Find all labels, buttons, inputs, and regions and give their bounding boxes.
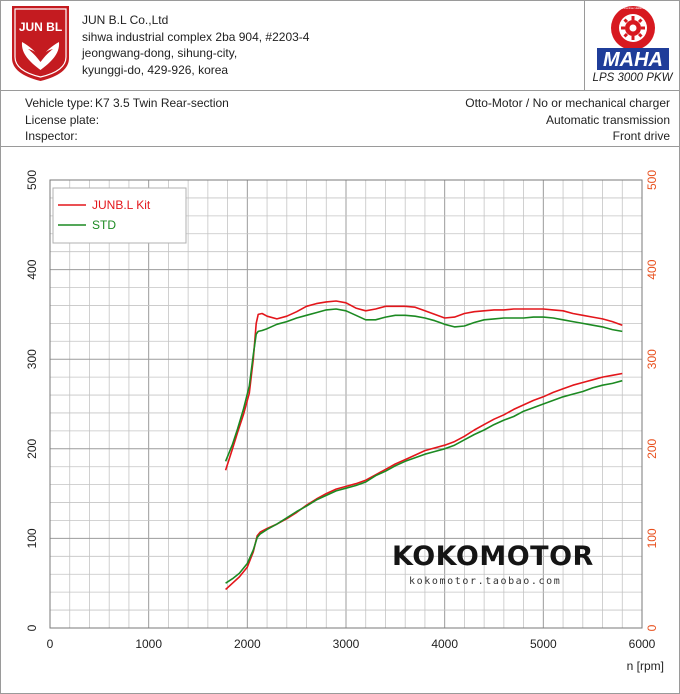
y-tick-label: 500: [25, 170, 39, 190]
company-name: JUN B.L Co.,Ltd: [82, 13, 169, 27]
address-line-3: kyunggi-do, 429-926, korea: [82, 62, 229, 77]
y2-tick-label: 400: [645, 259, 659, 279]
x-tick-label: 1000: [135, 637, 162, 651]
vehicle-type-value: K7 3.5 Twin Rear-section: [95, 96, 229, 110]
maha-ring-text: Maschinenbau Haldenwang: [617, 6, 650, 10]
y-tick-label: 100: [25, 528, 39, 548]
power-torque-chart: 0 1000 2000 3000 4000 5000 6000010020030040050…: [25, 170, 664, 673]
series-line: [224, 308, 623, 462]
y-tick-label: 400: [25, 259, 39, 279]
address-line-1: sihwa industrial complex 2ba 904, #2203-…: [82, 29, 310, 44]
y2-tick-label: 100: [645, 528, 659, 548]
vehicle-type-label: Vehicle type:: [25, 96, 94, 110]
maha-panel: Maschinenbau Haldenwang MAHA LPS 3000 PK…: [584, 0, 680, 90]
legend-label: JUNB.L Kit: [92, 198, 151, 212]
x-axis-label: n [rpm]: [627, 659, 664, 673]
plot-border: [49, 179, 643, 629]
company-info: JUN B.L Co.,Ltd sihwa industrial complex…: [82, 12, 309, 78]
x-tick-label: 4000: [431, 637, 458, 651]
y-tick-label: 300: [25, 349, 39, 369]
x-tick-label: 6000: [629, 637, 656, 651]
maha-logo: Maschinenbau Haldenwang MAHA: [597, 6, 669, 71]
license-plate-label: License plate:: [25, 112, 100, 127]
vehicle-fields: Vehicle type: K7 3.5 Twin Rear-section Li…: [25, 95, 229, 145]
y2-tick-label: 500: [645, 170, 659, 190]
logo-text: JUN BL: [19, 20, 62, 34]
y-tick-label: 0: [25, 624, 39, 631]
y2-tick-label: 300: [645, 349, 659, 369]
transmission-spec: Automatic transmission: [545, 112, 670, 127]
maha-text: MAHA: [603, 49, 663, 71]
x-tick-label: 0: [47, 637, 54, 651]
report-header: JUN BL JUN B.L Co.,Ltd sihwa industrial …: [0, 0, 680, 91]
engine-spec: Otto-Motor / No or mechanical charger: [465, 96, 670, 110]
y2-tick-label: 0: [645, 624, 659, 631]
legend-label: STD: [92, 218, 116, 232]
x-tick-label: 2000: [234, 637, 261, 651]
x-tick-label: 3000: [333, 637, 360, 651]
series-line: [225, 379, 623, 584]
watermark-title: KOKOMOTOR: [392, 541, 594, 572]
vehicle-specs: Otto-Motor / No or mechanical charger Au…: [465, 95, 670, 145]
x-tick-label: 5000: [530, 637, 557, 651]
inspector-label: Inspector:: [25, 129, 78, 143]
y2-tick-label: 200: [645, 438, 659, 458]
y-tick-label: 200: [25, 438, 39, 458]
series-line: [224, 300, 623, 471]
watermark-subtitle: kokomotor.taobao.com: [409, 576, 562, 587]
dyno-model: LPS 3000 PKW: [592, 72, 673, 84]
address-line-2: jeongwang-dong, sihung-city,: [82, 46, 238, 60]
drive-spec: Front drive: [612, 129, 670, 143]
legend-box: [52, 187, 187, 244]
junbl-logo: JUN BL: [12, 6, 69, 81]
vehicle-info: Vehicle type: K7 3.5 Twin Rear-section Li…: [0, 91, 680, 147]
